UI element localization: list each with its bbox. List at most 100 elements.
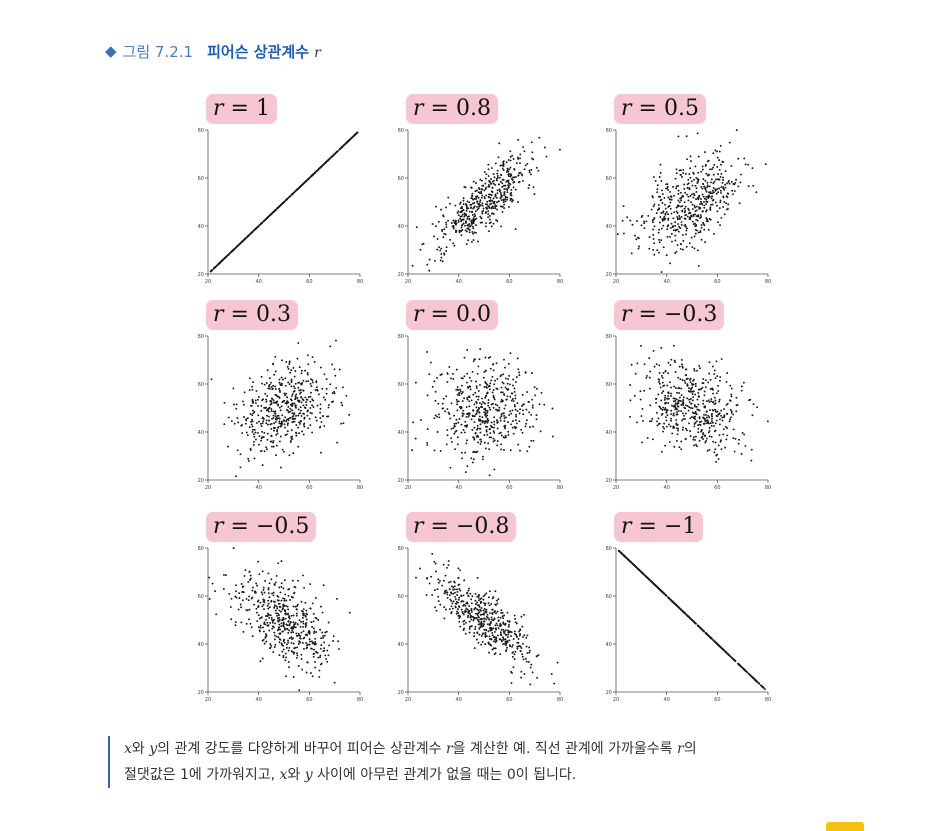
data-point <box>679 173 682 176</box>
data-point <box>694 222 696 225</box>
data-point <box>460 384 463 387</box>
data-point <box>297 632 300 635</box>
data-point <box>522 413 525 416</box>
data-point <box>676 427 678 430</box>
data-point <box>308 643 311 646</box>
data-point <box>636 421 638 424</box>
data-point <box>693 425 696 428</box>
data-point <box>481 204 484 207</box>
data-point <box>453 221 456 224</box>
data-point <box>707 421 710 423</box>
data-point <box>717 390 720 392</box>
data-point <box>508 206 510 208</box>
data-point <box>459 201 462 204</box>
data-point <box>411 449 414 452</box>
data-point <box>713 640 716 643</box>
data-point <box>319 628 322 631</box>
data-point <box>282 587 285 590</box>
data-point <box>235 407 238 410</box>
data-point <box>685 613 688 616</box>
data-point <box>464 604 467 607</box>
data-point <box>244 422 247 425</box>
data-point <box>532 425 534 428</box>
data-point <box>687 178 690 181</box>
data-point <box>689 435 692 438</box>
data-point <box>505 180 508 183</box>
data-point <box>425 594 428 596</box>
data-point <box>278 623 281 626</box>
data-point <box>748 399 750 402</box>
data-point <box>686 158 688 161</box>
data-point <box>433 235 435 238</box>
data-point <box>755 191 758 194</box>
data-point <box>729 384 732 387</box>
data-point <box>483 189 486 192</box>
data-point <box>477 202 479 205</box>
data-point <box>488 199 491 202</box>
data-point <box>450 437 453 440</box>
data-point <box>712 409 715 412</box>
data-point <box>269 423 272 426</box>
data-point <box>473 608 476 611</box>
data-point <box>450 441 453 443</box>
data-point <box>501 381 504 384</box>
data-point <box>483 371 486 373</box>
data-point <box>468 620 471 623</box>
data-point <box>456 393 459 396</box>
data-point <box>698 367 701 370</box>
data-point <box>272 211 274 214</box>
data-point <box>241 400 244 403</box>
data-point <box>286 409 289 412</box>
data-point <box>657 393 660 396</box>
data-point <box>622 205 625 208</box>
data-point <box>670 404 673 407</box>
data-point <box>713 451 716 454</box>
data-point <box>525 408 528 411</box>
data-point <box>511 426 514 429</box>
data-point <box>319 411 322 414</box>
data-point <box>322 650 325 653</box>
data-point <box>707 431 710 434</box>
data-point <box>509 352 512 355</box>
data-point <box>686 183 689 186</box>
data-point <box>701 210 704 213</box>
panel-r-0.5: r = 0.5 20 40 60 80 20 40 60 80 <box>598 94 778 298</box>
data-point <box>512 176 515 179</box>
data-point <box>487 185 490 188</box>
data-point <box>297 414 300 417</box>
data-point <box>292 367 295 369</box>
data-point <box>304 369 307 372</box>
data-point <box>657 195 660 198</box>
data-point <box>488 474 491 477</box>
data-point <box>710 435 713 438</box>
data-point <box>259 624 262 627</box>
data-point <box>299 392 301 395</box>
data-point <box>648 357 651 360</box>
data-point <box>333 681 336 684</box>
data-point <box>663 196 666 199</box>
data-point <box>752 676 755 679</box>
data-point <box>682 398 685 401</box>
data-point <box>484 409 487 412</box>
data-point <box>689 216 692 219</box>
data-point <box>525 419 528 422</box>
data-point <box>449 417 452 420</box>
x-tick-label: 80 <box>765 697 771 703</box>
data-point <box>306 646 309 649</box>
data-point <box>284 434 287 437</box>
data-point <box>503 436 506 439</box>
y-tick-label: 60 <box>198 176 204 182</box>
data-point <box>475 387 478 390</box>
data-point <box>661 376 664 379</box>
data-point <box>684 205 687 208</box>
data-point <box>537 169 540 172</box>
data-point <box>657 231 660 234</box>
data-point <box>333 392 336 395</box>
data-point <box>480 601 483 604</box>
data-point <box>690 215 693 218</box>
data-point <box>676 433 679 436</box>
data-point <box>533 193 536 196</box>
data-point <box>323 373 326 376</box>
data-point <box>529 683 532 686</box>
data-point <box>694 415 697 418</box>
